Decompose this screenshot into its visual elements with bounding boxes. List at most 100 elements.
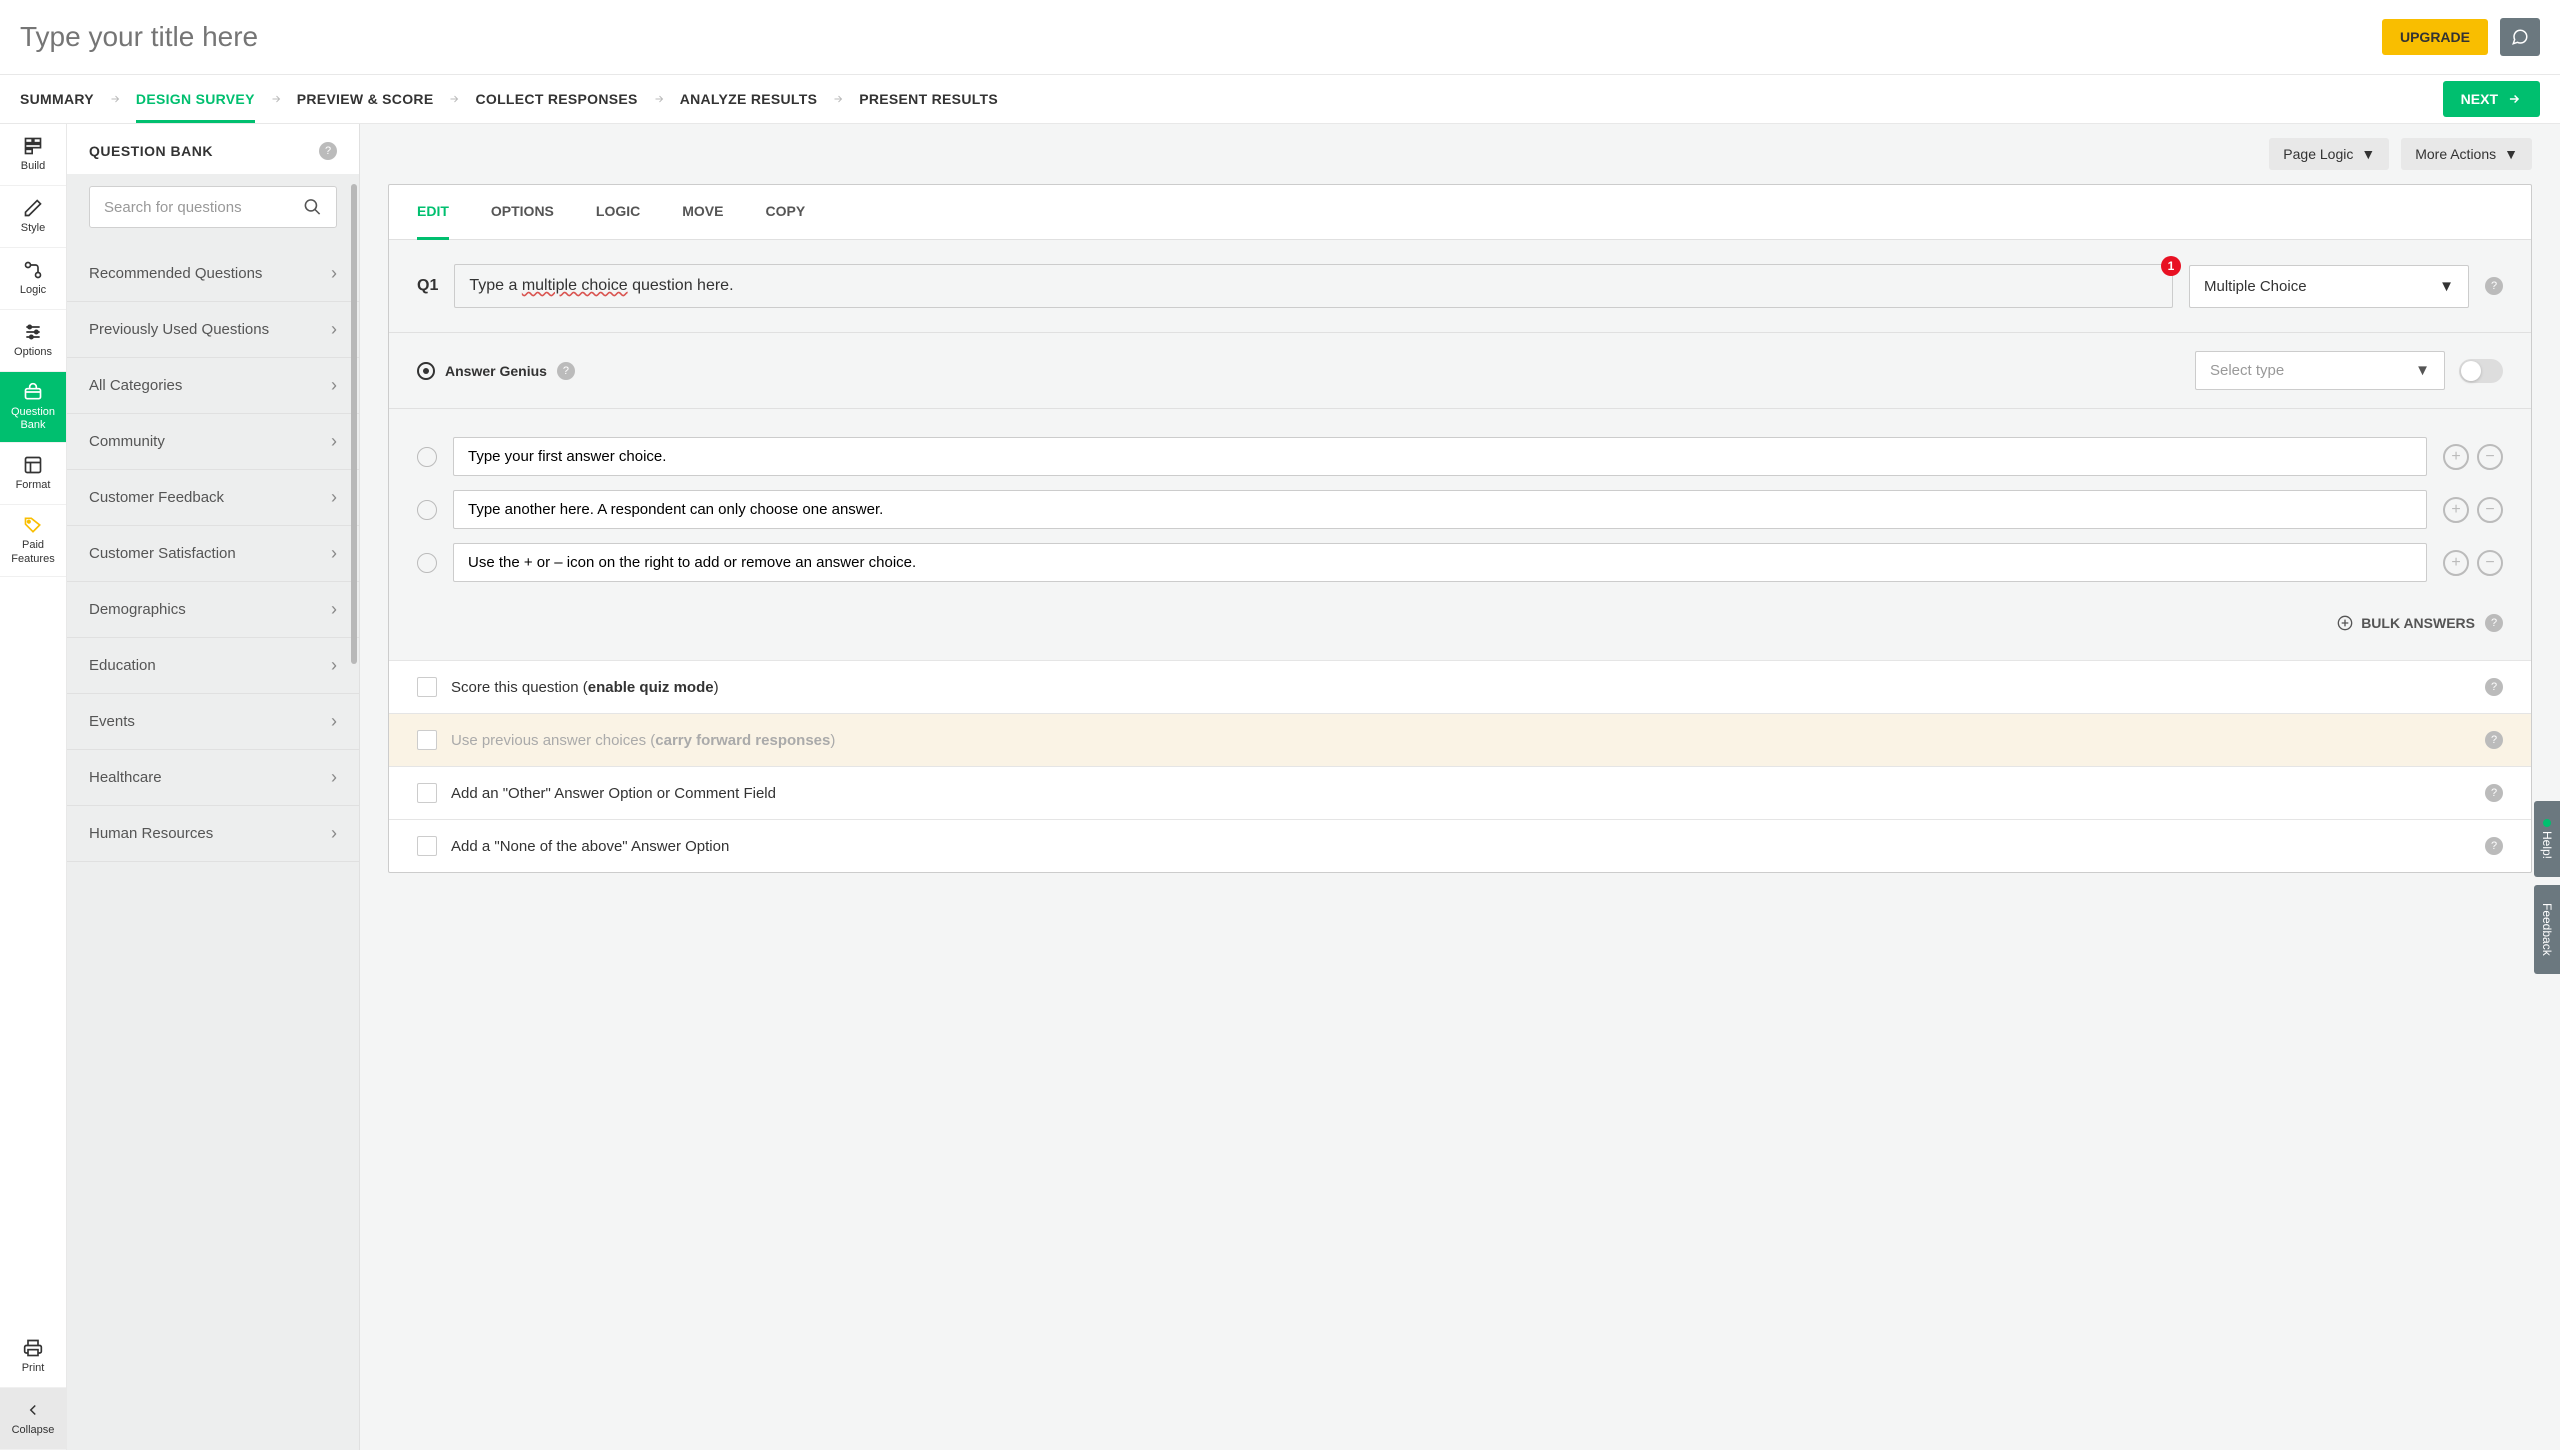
category-healthcare[interactable]: Healthcare›: [67, 750, 359, 806]
chevron-right-icon: ›: [331, 431, 337, 452]
category-recommended-questions[interactable]: Recommended Questions›: [67, 246, 359, 302]
help-icon[interactable]: ?: [2485, 277, 2503, 295]
sliders-icon: [23, 322, 43, 342]
category-list: Recommended Questions›Previously Used Qu…: [67, 246, 359, 1450]
scrollbar[interactable]: [351, 184, 357, 664]
rail-item-style[interactable]: Style: [0, 186, 66, 248]
search-input[interactable]: [104, 199, 303, 216]
checkbox[interactable]: [417, 836, 437, 856]
plus-circle-icon: [2337, 615, 2353, 631]
add-answer-button[interactable]: +: [2443, 497, 2469, 523]
help-icon[interactable]: ?: [2485, 837, 2503, 855]
rail-item-build[interactable]: Build: [0, 124, 66, 186]
print-icon: [23, 1338, 43, 1358]
more-actions-button[interactable]: More Actions ▼: [2401, 138, 2532, 170]
content-area: Page Logic ▼ More Actions ▼ EDIT OPTIONS L…: [360, 124, 2560, 1450]
category-education[interactable]: Education›: [67, 638, 359, 694]
search-icon: [303, 197, 322, 217]
build-icon: [23, 136, 43, 156]
question-label: Q1: [417, 277, 438, 295]
option-row-0: Score this question (enable quiz mode)?: [389, 660, 2531, 713]
option-row-2: Add an "Other" Answer Option or Comment …: [389, 766, 2531, 819]
caret-down-icon: ▼: [2504, 146, 2518, 162]
page-logic-button[interactable]: Page Logic ▼: [2269, 138, 2389, 170]
caret-down-icon: ▼: [2361, 146, 2375, 162]
remove-answer-button[interactable]: −: [2477, 497, 2503, 523]
editor-tab-move[interactable]: MOVE: [682, 185, 723, 239]
chevron-right-icon: ›: [331, 599, 337, 620]
nav-tab-collect-responses[interactable]: COLLECT RESPONSES: [475, 75, 637, 123]
answer-row: +−: [417, 543, 2503, 582]
nav-tab-present-results[interactable]: PRESENT RESULTS: [859, 75, 998, 123]
category-events[interactable]: Events›: [67, 694, 359, 750]
answer-input-1[interactable]: [453, 490, 2427, 529]
rail-item-paid-features[interactable]: Paid Features: [0, 505, 66, 576]
arrow-right-icon: [652, 93, 666, 105]
category-community[interactable]: Community›: [67, 414, 359, 470]
checkbox[interactable]: [417, 677, 437, 697]
pencil-icon: [23, 198, 43, 218]
search-box[interactable]: [89, 186, 337, 228]
nav-tab-design-survey[interactable]: DESIGN SURVEY: [136, 75, 255, 123]
rail-item-logic[interactable]: Logic: [0, 248, 66, 310]
answer-input-0[interactable]: [453, 437, 2427, 476]
checkbox[interactable]: [417, 783, 437, 803]
rail-item-options[interactable]: Options: [0, 310, 66, 372]
category-customer-satisfaction[interactable]: Customer Satisfaction›: [67, 526, 359, 582]
help-icon[interactable]: ?: [2485, 614, 2503, 632]
answer-row: +−: [417, 437, 2503, 476]
rail-item-collapse[interactable]: Collapse: [0, 1388, 66, 1450]
left-rail: BuildStyleLogicOptionsQuestion BankForma…: [0, 124, 67, 1450]
radio-icon: [417, 500, 437, 520]
nav-tab-summary[interactable]: SUMMARY: [20, 75, 94, 123]
help-icon[interactable]: ?: [2485, 784, 2503, 802]
category-human-resources[interactable]: Human Resources›: [67, 806, 359, 862]
category-all-categories[interactable]: All Categories›: [67, 358, 359, 414]
arrow-right-icon: [2506, 92, 2522, 106]
add-answer-button[interactable]: +: [2443, 550, 2469, 576]
nav-bar: SUMMARY DESIGN SURVEY PREVIEW & SCORE COLLE…: [0, 75, 2560, 124]
editor-tab-logic[interactable]: LOGIC: [596, 185, 640, 239]
category-customer-feedback[interactable]: Customer Feedback›: [67, 470, 359, 526]
next-button[interactable]: NEXT: [2443, 81, 2540, 117]
editor-tab-edit[interactable]: EDIT: [417, 185, 449, 240]
nav-tab-analyze-results[interactable]: ANALYZE RESULTS: [680, 75, 818, 123]
option-label: Add an "Other" Answer Option or Comment …: [451, 785, 776, 802]
error-badge[interactable]: 1: [2161, 256, 2181, 276]
caret-down-icon: ▼: [2439, 278, 2454, 295]
question-type-select[interactable]: Multiple Choice ▼: [2189, 265, 2469, 308]
answer-genius-row: Answer Genius ? Select type ▼: [389, 333, 2531, 409]
chat-button[interactable]: [2500, 18, 2540, 56]
nav-tab-preview-score[interactable]: PREVIEW & SCORE: [297, 75, 434, 123]
rail-item-print[interactable]: Print: [0, 1326, 66, 1388]
answer-input-2[interactable]: [453, 543, 2427, 582]
tag-icon: [23, 515, 43, 535]
rail-item-question-bank[interactable]: Question Bank: [0, 372, 66, 443]
editor-tab-options[interactable]: OPTIONS: [491, 185, 554, 239]
question-editor-card: EDIT OPTIONS LOGIC MOVE COPY Q1 Type a multi…: [388, 184, 2532, 873]
help-icon[interactable]: ?: [557, 362, 575, 380]
help-tab[interactable]: Help!: [2534, 801, 2560, 877]
answer-row: +−: [417, 490, 2503, 529]
help-icon[interactable]: ?: [2485, 678, 2503, 696]
remove-answer-button[interactable]: −: [2477, 550, 2503, 576]
feedback-tab[interactable]: Feedback: [2534, 885, 2560, 974]
upgrade-button[interactable]: UPGRADE: [2382, 19, 2488, 55]
genius-type-select[interactable]: Select type ▼: [2195, 351, 2445, 390]
category-previously-used-questions[interactable]: Previously Used Questions›: [67, 302, 359, 358]
rail-item-format[interactable]: Format: [0, 443, 66, 505]
add-answer-button[interactable]: +: [2443, 444, 2469, 470]
chat-icon: [2511, 28, 2529, 46]
help-icon[interactable]: ?: [2485, 731, 2503, 749]
genius-toggle[interactable]: [2459, 359, 2503, 383]
logic-icon: [23, 260, 43, 280]
caret-down-icon: ▼: [2415, 362, 2430, 379]
nav-tabs: SUMMARY DESIGN SURVEY PREVIEW & SCORE COLLE…: [20, 75, 998, 123]
category-demographics[interactable]: Demographics›: [67, 582, 359, 638]
bulk-answers-button[interactable]: BULK ANSWERS: [2337, 615, 2475, 631]
question-text-input[interactable]: Type a multiple choice question here.: [454, 264, 2173, 308]
survey-title-input[interactable]: Type your title here: [20, 21, 620, 53]
remove-answer-button[interactable]: −: [2477, 444, 2503, 470]
editor-tab-copy[interactable]: COPY: [765, 185, 805, 239]
help-icon[interactable]: ?: [319, 142, 337, 160]
